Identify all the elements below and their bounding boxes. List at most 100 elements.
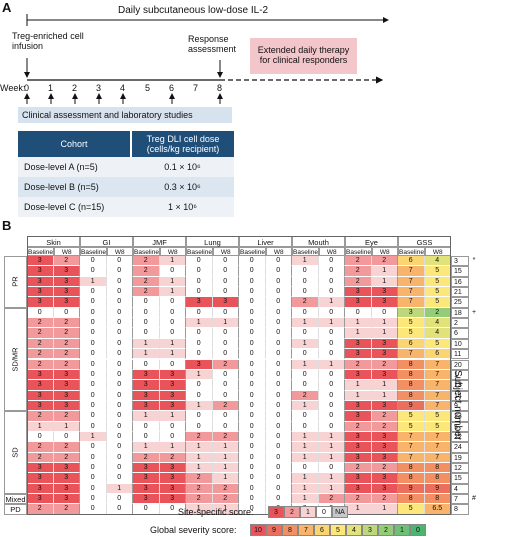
score-cell: 1 (212, 463, 239, 474)
score-cell: 0 (212, 338, 239, 350)
subject-number: 8 (451, 504, 469, 515)
score-cell: 0 (292, 276, 319, 288)
score-cell: 3 (133, 483, 160, 495)
subject-number: 18 (451, 307, 469, 319)
global-legend-swatch: 4 (346, 524, 362, 536)
cohort-header: Cohort (18, 131, 132, 157)
score-cell: 3 (27, 390, 54, 401)
score-cell: 3 (371, 483, 398, 495)
score-cell: 1 (292, 452, 319, 463)
score-cell: 0 (318, 400, 345, 412)
score-cell: 0 (265, 328, 292, 339)
score-cell: 0 (212, 266, 239, 277)
score-cell: 0 (318, 307, 345, 319)
score-cell: 0 (133, 504, 160, 515)
score-cell: 0 (292, 287, 319, 298)
response-group-text: Mixed (5, 494, 26, 504)
site-legend-swatch: NA (332, 506, 348, 518)
score-cell: 0 (212, 276, 239, 288)
subject-mark: + (471, 308, 477, 316)
score-cell: 1 (159, 442, 186, 453)
score-cell: 3 (133, 473, 160, 484)
response-group-label: PD (4, 504, 27, 515)
score-cell: 2 (186, 473, 213, 484)
score-cell: 2 (53, 452, 80, 463)
score-cell: 3 (27, 380, 54, 391)
site-header: GI (80, 236, 133, 247)
score-cell: 0 (318, 421, 345, 432)
score-cell: 0 (106, 421, 133, 432)
score-cell: 1 (186, 452, 213, 463)
score-cell: 3 (133, 380, 160, 391)
score-cell: 2 (371, 494, 398, 505)
score-cell: 2 (292, 390, 319, 401)
score-cell: 0 (239, 390, 266, 401)
score-cell: 2 (133, 276, 160, 288)
sub-header-baseline: Baseline (186, 247, 213, 256)
score-cell: 0 (159, 307, 186, 319)
score-cell: 3 (27, 463, 54, 474)
score-cell: 0 (106, 400, 133, 412)
sub-header-baseline: Baseline (133, 247, 160, 256)
score-cell: 3 (133, 463, 160, 474)
score-cell: 3 (186, 359, 213, 370)
gss-cell: 6.5 (424, 504, 451, 515)
score-cell: 1 (53, 421, 80, 432)
score-cell: 2 (159, 452, 186, 463)
gss-cell: 4 (424, 328, 451, 339)
score-cell: 0 (239, 473, 266, 484)
gss-cell: 7 (398, 452, 425, 463)
score-cell: 2 (53, 349, 80, 360)
gss-cell: 7 (424, 359, 451, 370)
score-cell: 0 (318, 338, 345, 350)
sub-header-w8: W8 (212, 247, 239, 256)
score-cell: 0 (80, 307, 107, 319)
score-cell: 0 (80, 421, 107, 432)
score-cell: 2 (133, 287, 160, 298)
score-cell: 0 (186, 390, 213, 401)
score-cell: 2 (212, 431, 239, 443)
il2-label: Daily subcutaneous low-dose IL-2 (118, 5, 269, 16)
score-cell: 1 (292, 473, 319, 484)
score-cell: 0 (318, 276, 345, 288)
score-cell: 1 (133, 442, 160, 453)
gss-cell: 5 (424, 338, 451, 350)
score-cell: 0 (239, 297, 266, 308)
score-cell: 0 (212, 369, 239, 381)
score-cell: 3 (371, 442, 398, 453)
score-cell: 0 (292, 380, 319, 391)
gss-cell: 5 (424, 266, 451, 277)
gss-cell: 5 (424, 287, 451, 298)
subject-number: 10 (451, 338, 469, 350)
subject-number: 15 (451, 473, 469, 484)
site-legend-swatch: 2 (284, 506, 300, 518)
response-group-text: PD (10, 505, 21, 515)
gss-cell: 6 (398, 338, 425, 350)
score-cell: 0 (80, 266, 107, 277)
score-cell: 0 (80, 442, 107, 453)
score-cell: 3 (53, 390, 80, 401)
score-cell: 0 (133, 421, 160, 432)
score-cell: 0 (239, 338, 266, 350)
score-cell: 2 (345, 359, 372, 370)
sub-header-baseline: Baseline (398, 247, 425, 256)
score-cell: 3 (53, 483, 80, 495)
subject-number: 16 (451, 276, 469, 288)
score-cell: 1 (371, 266, 398, 277)
score-cell: 3 (133, 369, 160, 381)
response-group-label: SD/MR (4, 307, 27, 412)
score-cell: 2 (27, 338, 54, 350)
score-cell: 0 (186, 266, 213, 277)
score-cell: 1 (159, 256, 186, 267)
gss-cell: 4 (424, 256, 451, 267)
sub-header-baseline: Baseline (345, 247, 372, 256)
score-cell: 1 (159, 338, 186, 350)
score-cell: 2 (212, 483, 239, 495)
score-cell: 0 (133, 431, 160, 443)
score-cell: 3 (345, 400, 372, 412)
score-cell: 0 (106, 328, 133, 339)
score-cell: 0 (239, 266, 266, 277)
score-cell: 0 (265, 452, 292, 463)
subject-number: 21 (451, 287, 469, 298)
cohort-dose: 1 × 10⁶ (131, 197, 234, 217)
